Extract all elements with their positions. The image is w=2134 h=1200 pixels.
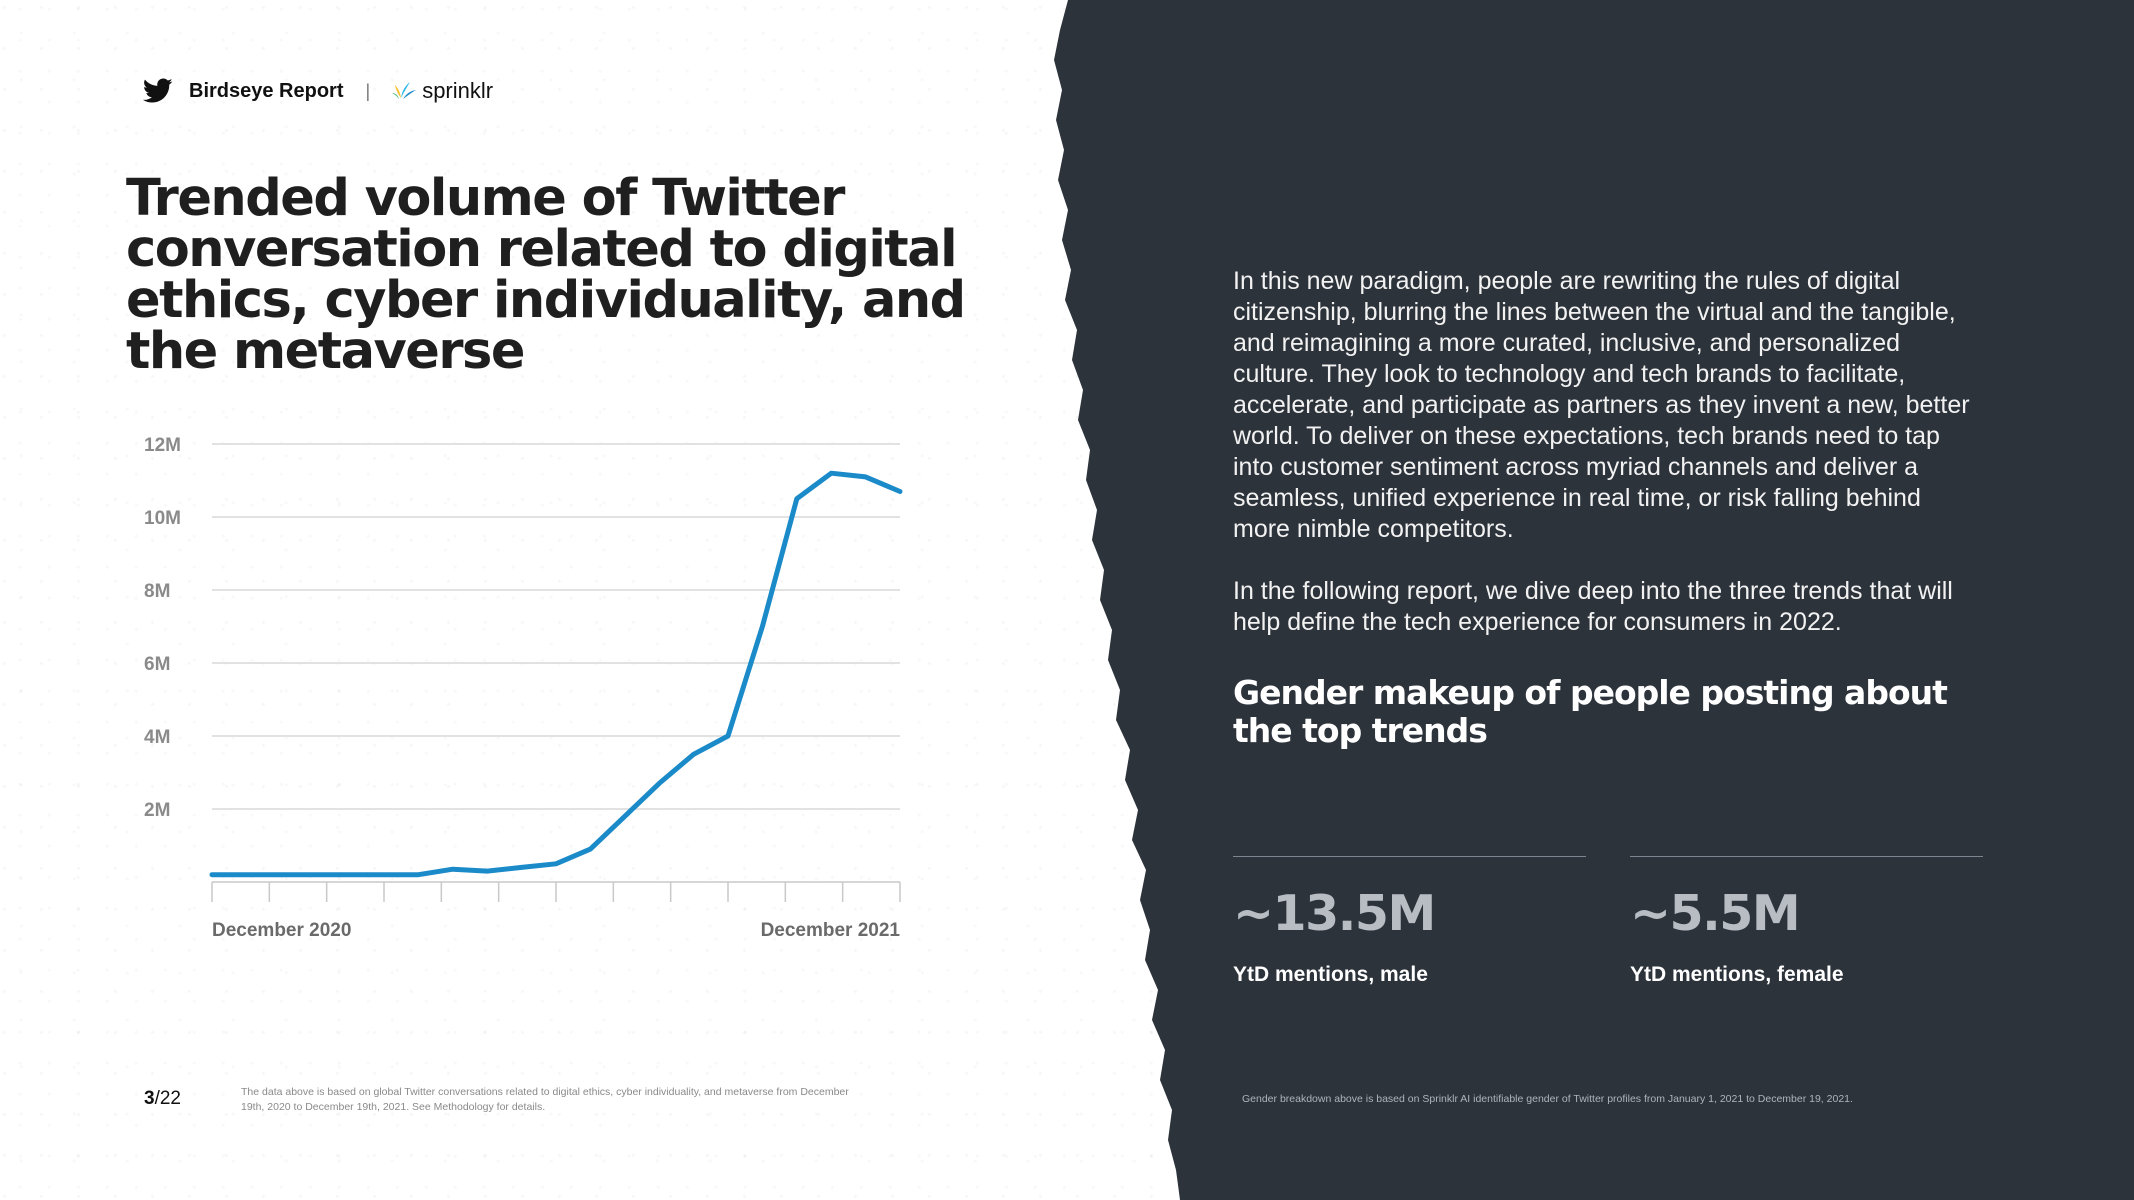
chart-footnote: The data above is based on global Twitte…	[241, 1086, 849, 1113]
stat-male-value: ~13.5M	[1233, 885, 1436, 942]
sprinklr-logo: sprinklr	[392, 78, 493, 104]
followup-paragraph: In the following report, we dive deep in…	[1233, 577, 1953, 636]
stat-male-label: YtD mentions, male	[1233, 963, 1428, 986]
page-current: 3	[144, 1088, 155, 1109]
stat-female-value: ~5.5M	[1630, 885, 1801, 942]
chart-svg: 2M 4M 6M 8M 10M 12M December 2020 December 2021	[144, 435, 903, 941]
y-tick-label: 2M	[144, 800, 170, 821]
y-tick-label: 6M	[144, 654, 170, 675]
series-line	[209, 470, 903, 878]
x-tick-label: December 2021	[761, 920, 901, 941]
twitter-bird-icon	[143, 78, 173, 103]
gender-stats: ~13.5M YtD mentions, male ~5.5M YtD ment…	[1233, 856, 1983, 996]
report-header: Birdseye Report | sprinklr	[143, 74, 493, 108]
page-title: Trended volume of Twitter conversation r…	[126, 169, 966, 381]
volume-line-chart: 2M 4M 6M 8M 10M 12M December 2020 December 2021	[130, 420, 930, 950]
y-tick-label: 8M	[144, 581, 170, 602]
y-tick-label: 10M	[144, 508, 181, 529]
x-tick-label: December 2020	[212, 920, 351, 941]
y-tick-label: 12M	[144, 435, 181, 456]
gender-section-title: Gender makeup of people posting about th…	[1233, 673, 1948, 750]
intro-paragraph: In this new paradigm, people are rewriti…	[1233, 267, 1970, 543]
sprinklr-logo-icon	[392, 82, 417, 99]
right-column: In this new paradigm, people are rewriti…	[1233, 266, 1983, 750]
y-tick-label: 4M	[144, 727, 170, 748]
gender-footnote: Gender breakdown above is based on Sprin…	[1242, 1093, 1853, 1105]
stat-male: ~13.5M YtD mentions, male	[1233, 856, 1586, 987]
sprinklr-wordmark: sprinklr	[422, 78, 494, 103]
page-total: /22	[154, 1088, 181, 1109]
header-separator: |	[365, 80, 371, 101]
stat-female: ~5.5M YtD mentions, female	[1630, 856, 1983, 987]
brand-label: Birdseye Report	[189, 79, 344, 102]
page-number: 3/22	[144, 1088, 181, 1110]
stat-female-label: YtD mentions, female	[1630, 963, 1844, 986]
